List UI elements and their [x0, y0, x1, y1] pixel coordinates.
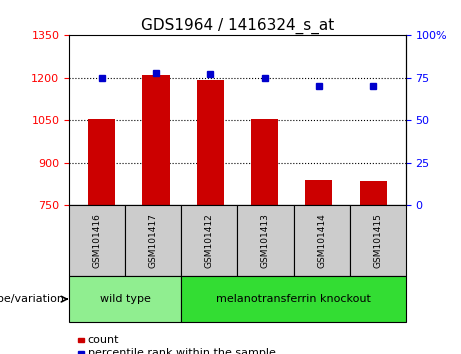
- Text: count: count: [88, 335, 119, 345]
- Bar: [305, 180, 332, 205]
- Bar: [142, 75, 170, 205]
- Text: GSM101417: GSM101417: [149, 213, 158, 268]
- Text: percentile rank within the sample: percentile rank within the sample: [88, 348, 276, 354]
- Text: GSM101412: GSM101412: [205, 213, 214, 268]
- Text: genotype/variation: genotype/variation: [0, 294, 65, 304]
- Text: GSM101415: GSM101415: [373, 213, 382, 268]
- Bar: [360, 181, 387, 205]
- Text: GSM101414: GSM101414: [317, 213, 326, 268]
- Bar: [197, 80, 224, 205]
- Bar: [88, 119, 115, 205]
- Text: melanotransferrin knockout: melanotransferrin knockout: [216, 294, 371, 304]
- Text: wild type: wild type: [100, 294, 151, 304]
- Text: GSM101413: GSM101413: [261, 213, 270, 268]
- Text: GSM101416: GSM101416: [93, 213, 102, 268]
- Bar: [251, 119, 278, 205]
- Title: GDS1964 / 1416324_s_at: GDS1964 / 1416324_s_at: [141, 18, 334, 34]
